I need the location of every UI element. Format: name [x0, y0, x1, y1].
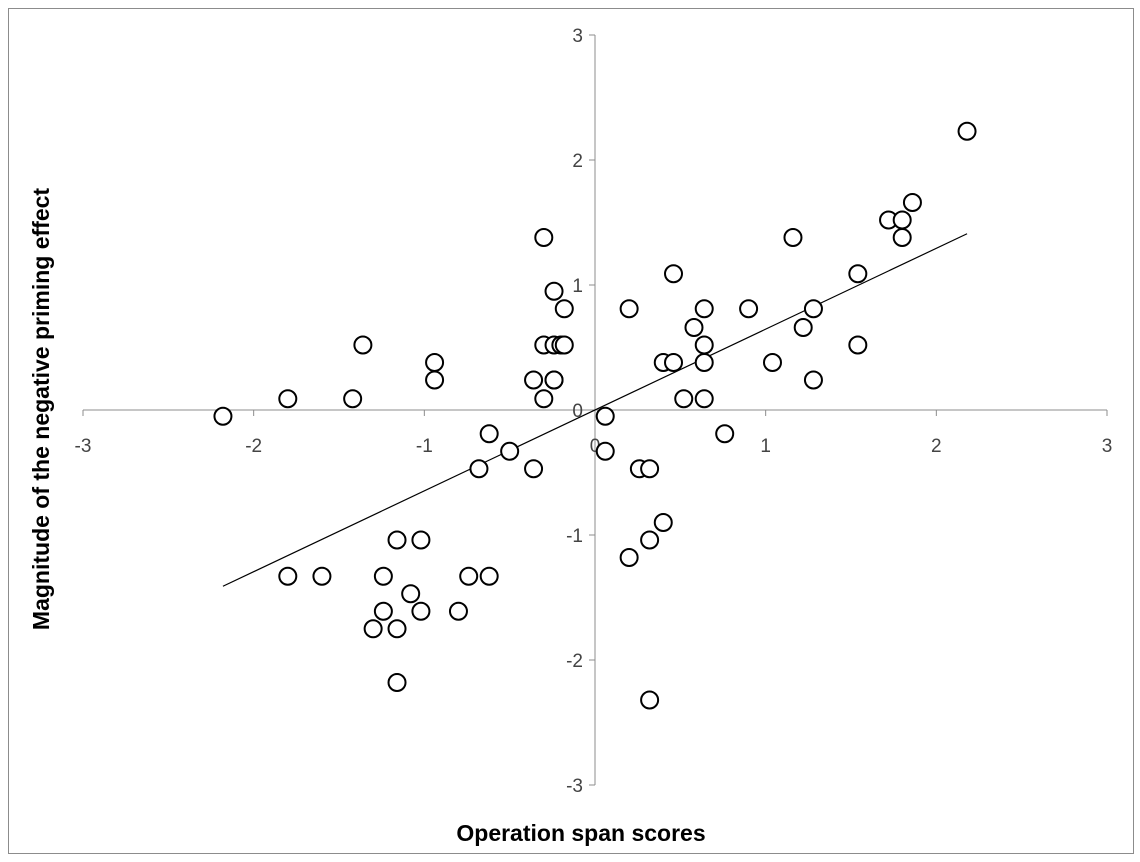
data-point: [694, 335, 714, 355]
data-point: [387, 673, 407, 692]
data-point: [469, 459, 489, 479]
x-axis-title: Operation span scores: [456, 820, 705, 846]
data-point: [363, 619, 383, 639]
data-point: [554, 335, 574, 355]
data-point: [411, 530, 431, 550]
data-point: [373, 601, 393, 621]
data-point: [902, 193, 922, 212]
data-point: [694, 389, 714, 409]
data-point: [664, 353, 684, 372]
data-points: [213, 121, 977, 710]
y-tick-label: -2: [566, 651, 583, 672]
x-tick-label: -1: [416, 436, 433, 457]
data-point: [524, 459, 544, 479]
x-tick-label: -3: [75, 436, 92, 457]
data-point: [534, 228, 554, 247]
y-tick-label: 0: [572, 401, 583, 422]
data-point: [957, 121, 977, 141]
data-point: [411, 601, 431, 621]
data-point: [619, 548, 639, 567]
data-point: [640, 690, 660, 710]
data-point: [387, 619, 407, 639]
data-point: [353, 335, 373, 355]
y-tick-label: -1: [566, 526, 583, 547]
data-point: [739, 299, 759, 319]
data-point: [554, 299, 574, 319]
data-point: [715, 424, 735, 444]
y-ticks: 3 2 1 0 -1 -2 -3: [566, 26, 595, 797]
y-tick-label: 3: [572, 26, 583, 47]
data-point: [694, 299, 714, 319]
y-tick-label: 1: [572, 276, 583, 297]
data-point: [619, 299, 639, 319]
data-point: [803, 299, 823, 319]
x-ticks: -3 -2 -1 0 1 2 3: [75, 410, 1113, 457]
data-point: [534, 389, 554, 409]
data-point: [278, 566, 298, 586]
data-point: [783, 228, 803, 247]
x-tick-label: 0: [590, 436, 601, 457]
data-point: [892, 228, 912, 247]
data-point: [664, 264, 684, 284]
data-point: [312, 566, 332, 586]
axes: -3 -2 -1 0 1 2 3 3 2 1 0 -1 -2 -3: [75, 26, 1113, 797]
data-point: [425, 353, 445, 372]
data-point: [524, 370, 544, 390]
data-point: [653, 513, 673, 532]
x-tick-label: 1: [760, 436, 771, 457]
data-point: [278, 389, 298, 409]
data-point: [595, 441, 615, 461]
data-point: [479, 566, 499, 586]
x-tick-label: 3: [1102, 436, 1113, 457]
data-point: [459, 566, 479, 586]
data-point: [373, 566, 393, 586]
data-point: [401, 584, 421, 604]
data-point: [892, 210, 912, 230]
x-tick-label: -2: [245, 436, 262, 457]
data-point: [343, 389, 363, 409]
y-axis-title: Magnitude of the negative priming effect: [28, 188, 54, 630]
data-point: [674, 389, 694, 409]
chart-frame: [8, 8, 1134, 854]
data-point: [479, 424, 499, 444]
data-point: [595, 406, 615, 426]
data-point: [544, 370, 564, 390]
data-point: [684, 318, 704, 337]
data-point: [848, 264, 868, 284]
y-tick-label: -3: [566, 776, 583, 797]
data-point: [500, 441, 520, 461]
data-point: [793, 318, 813, 337]
data-point: [387, 530, 407, 550]
data-point: [803, 370, 823, 390]
data-point: [848, 335, 868, 355]
x-tick-label: 2: [931, 436, 942, 457]
data-point: [544, 281, 564, 301]
data-point: [640, 459, 660, 479]
data-point: [213, 406, 233, 426]
data-point: [694, 353, 714, 372]
y-tick-label: 2: [572, 151, 583, 172]
data-point: [425, 370, 445, 390]
data-point: [762, 353, 782, 372]
trendline: [222, 233, 968, 587]
data-point: [640, 530, 660, 550]
data-point: [448, 601, 468, 621]
